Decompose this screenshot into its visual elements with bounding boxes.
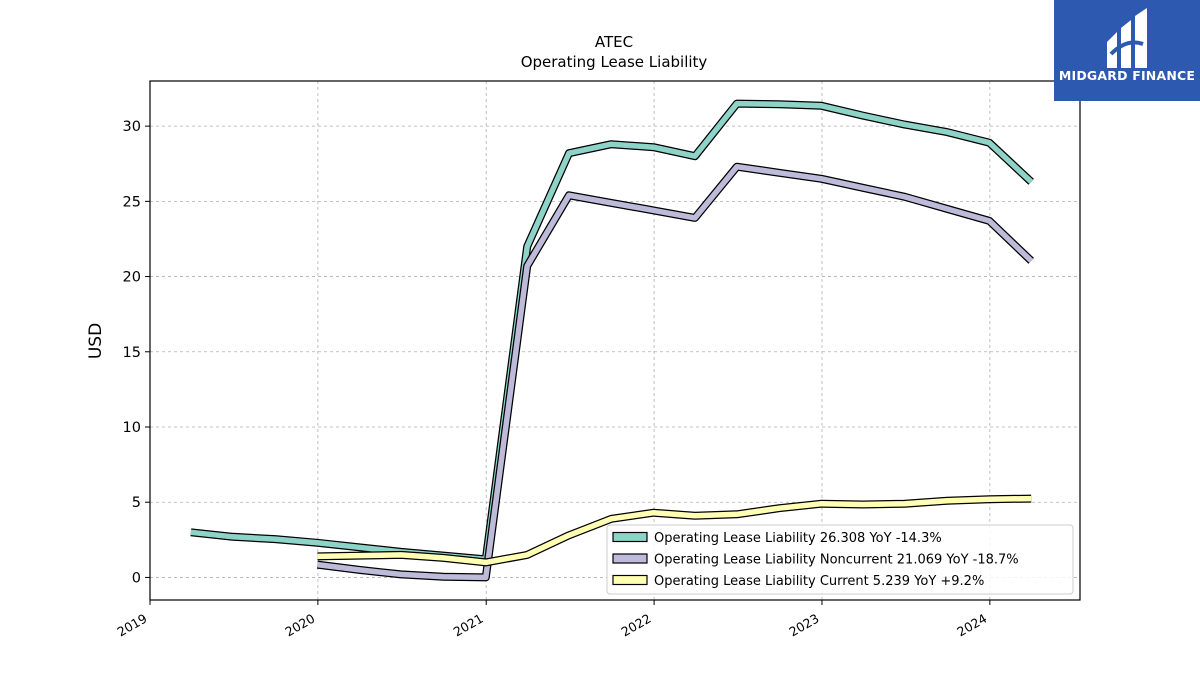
- legend-swatch: [612, 574, 648, 586]
- y-tick-label: 20: [123, 270, 141, 286]
- brand-logo: MIDGARD FINANCE: [1054, 0, 1200, 101]
- legend-swatch: [612, 531, 648, 543]
- legend-box: [606, 524, 1074, 595]
- x-tick-label: 2024: [954, 611, 989, 640]
- y-tick-label: 0: [132, 570, 141, 586]
- y-tick-label: 15: [123, 345, 141, 361]
- brand-name: MIDGARD FINANCE: [1058, 68, 1196, 83]
- x-tick-label: 2020: [282, 611, 317, 640]
- legend-label: Operating Lease Liability Current 5.239 …: [654, 574, 984, 589]
- series-line-operating-lease-liability: [190, 100, 1034, 563]
- y-axis-label: USD: [86, 323, 106, 359]
- plot-series: [190, 99, 1034, 582]
- series-line-operating-lease-liability-current: [317, 495, 1032, 566]
- legend: Operating Lease Liability 26.308 YoY -14…: [606, 524, 1074, 595]
- y-tick-label: 30: [123, 119, 141, 135]
- x-tick-label: 2019: [114, 611, 149, 640]
- series-outline-operating-lease-liability: [190, 99, 1034, 564]
- x-tick-label: 2021: [451, 611, 486, 640]
- legend-label: Operating Lease Liability Noncurrent 21.…: [654, 553, 1019, 568]
- brand-logo-icon: [1107, 8, 1147, 68]
- plot-frame: [149, 80, 1081, 601]
- y-tick-label: 25: [123, 194, 141, 210]
- y-tick-label: 5: [132, 495, 141, 511]
- series-line-operating-lease-liability-noncurrent: [317, 163, 1034, 581]
- legend-label: Operating Lease Liability 26.308 YoY -14…: [654, 531, 942, 546]
- y-tick-label: 10: [123, 420, 141, 436]
- chart-subtitle: Operating Lease Liability: [521, 53, 708, 71]
- x-tick-label: 2023: [786, 611, 821, 640]
- legend-swatch: [612, 553, 648, 564]
- x-tick-label: 2022: [619, 611, 654, 640]
- chart-title: ATEC: [595, 33, 633, 51]
